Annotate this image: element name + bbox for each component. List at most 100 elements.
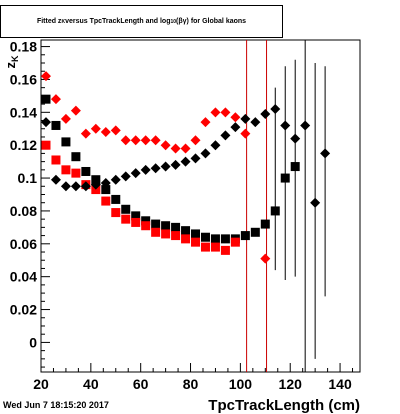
data-point-diamond (270, 104, 281, 115)
data-point-diamond (110, 174, 121, 185)
data-point-diamond (70, 181, 81, 192)
data-point-square (210, 234, 220, 244)
data-point-diamond (40, 117, 51, 128)
data-point-square (61, 165, 71, 175)
data-point-square (81, 166, 91, 176)
data-point-diamond (150, 163, 161, 174)
y-tick-label: 0 (29, 334, 37, 350)
data-point-square (41, 140, 51, 150)
data-point-square (41, 94, 51, 104)
title-subscript-1: K (61, 18, 66, 25)
y-tick-label: 0.1 (18, 170, 38, 186)
data-point-diamond (190, 135, 201, 146)
data-point-diamond (40, 71, 51, 82)
data-point-diamond (180, 143, 191, 154)
data-point-diamond (220, 130, 231, 141)
data-point-square (270, 206, 280, 216)
data-point-square (200, 232, 210, 242)
y-tick-label: 0.04 (10, 269, 37, 285)
x-tick-label: 60 (133, 376, 149, 392)
title-text-1: Fitted z (36, 18, 62, 25)
data-point-square (240, 231, 250, 241)
y-tick-label: 0.16 (10, 71, 37, 87)
data-point-square (171, 231, 181, 241)
data-point-square (131, 217, 141, 227)
data-point-diamond (80, 128, 91, 139)
error-bars (274, 40, 326, 372)
data-point-square (220, 234, 230, 244)
data-point-diamond (200, 117, 211, 128)
x-tick-label: 140 (328, 376, 352, 392)
data-point-diamond (170, 159, 181, 170)
data-point-diamond (210, 107, 221, 118)
data-point-square (230, 237, 240, 247)
x-tick-label: 80 (183, 376, 199, 392)
data-point-square (250, 227, 260, 237)
data-point-diamond (200, 148, 211, 159)
data-point-square (101, 196, 111, 206)
data-point-square (191, 229, 201, 239)
data-point-diamond (120, 171, 131, 182)
data-point-diamond (310, 197, 321, 208)
data-point-diamond (110, 125, 121, 136)
data-point-diamond (90, 179, 101, 190)
data-point-square (101, 185, 111, 195)
y-tick-label: 0.18 (10, 39, 37, 55)
data-point-diamond (280, 120, 291, 131)
data-point-diamond (260, 253, 271, 264)
data-point-diamond (120, 135, 131, 146)
data-markers (40, 71, 331, 264)
y-tick-label: 0.08 (10, 203, 37, 219)
data-point-square (61, 137, 71, 147)
data-point-diamond (240, 113, 251, 124)
title-text-2: versus TpcTrackLength and log (65, 18, 171, 25)
data-point-square (280, 173, 290, 183)
data-point-diamond (260, 108, 271, 119)
data-point-square (51, 120, 61, 130)
data-point-diamond (50, 174, 61, 185)
data-point-square (260, 219, 270, 229)
data-point-diamond (230, 112, 241, 123)
plot-frame (40, 39, 361, 373)
data-point-diamond (70, 105, 81, 116)
data-point-diamond (140, 164, 151, 175)
data-point-square (200, 242, 210, 252)
data-point-square (111, 208, 121, 218)
data-point-square (191, 237, 201, 247)
data-point-diamond (250, 117, 261, 128)
data-point-square (161, 221, 171, 231)
data-point-diamond (100, 127, 111, 138)
data-point-square (151, 219, 161, 229)
reference-lines (246, 40, 268, 372)
data-point-square (131, 211, 141, 221)
y-tick-label: 0.02 (10, 302, 37, 318)
data-point-square (151, 227, 161, 237)
data-point-square (71, 168, 81, 178)
data-point-diamond (130, 135, 141, 146)
data-point-square (181, 226, 191, 236)
x-tick-label: 100 (229, 376, 253, 392)
data-point-diamond (160, 140, 171, 151)
data-point-square (121, 204, 131, 214)
data-point-square (290, 162, 300, 172)
data-point-diamond (160, 161, 171, 172)
data-point-diamond (90, 123, 101, 134)
data-point-square (51, 155, 61, 165)
data-point-diamond (180, 156, 191, 167)
y-tick-label: 0.14 (10, 104, 37, 120)
data-point-square (220, 245, 230, 255)
data-point-diamond (190, 153, 201, 164)
data-point-diamond (50, 94, 61, 105)
data-point-diamond (140, 135, 151, 146)
y-axis-title: zK (3, 55, 20, 69)
x-tick-label: 40 (83, 376, 99, 392)
data-point-diamond (100, 177, 111, 188)
y-tick-label: 0.06 (10, 236, 37, 252)
x-axis-title: TpcTrackLength (cm) (208, 397, 360, 414)
data-point-diamond (170, 143, 181, 154)
data-point-square (141, 221, 151, 231)
data-point-square (141, 216, 151, 226)
data-point-diamond (130, 168, 141, 179)
